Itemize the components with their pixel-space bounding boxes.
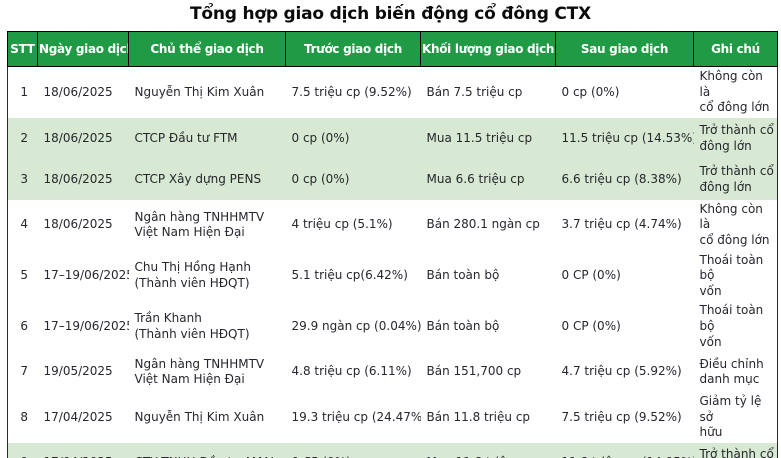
cell-sau-giao-dich: 4.7 triệu cp (5.92%)	[561, 364, 682, 379]
cell-sau-giao-dich: 0 CP (0%)	[561, 318, 621, 333]
cell-ngay-giao-dich: 18/06/2025	[43, 171, 113, 186]
cell-khoi-luong: Bán toàn bộ	[426, 318, 500, 333]
cell-khoi-luong: Mua 11.8 triệu cp	[421, 443, 556, 458]
cell-truoc-giao-dich: 4.8 triệu cp (6.11%)	[291, 364, 412, 379]
shareholder-transactions-table: STT Ngày giao dịch Chủ thể giao dịch Trư…	[7, 31, 778, 458]
table-row: 9 17/04/2025 CTY TNHH Đầu tư AMAI 0 CP (…	[7, 442, 778, 458]
cell-chu-the: CTCP Xây dựng PENS	[134, 171, 262, 186]
cell-truoc-giao-dich: 29.9 ngàn cp (0.04%)	[291, 318, 421, 333]
cell-ghi-chu: Thoái toàn bộ vốn	[699, 252, 764, 298]
cell-ngay-giao-dich: 17/04/2025	[38, 443, 129, 458]
cell-chu-the: CTY TNHH Đầu tư AMAI	[129, 443, 286, 458]
cell-ngay-giao-dich: 19/05/2025	[43, 364, 113, 379]
table-row: 4 18/06/2025 Ngân hàng TNHHMTV Việt Nam …	[8, 200, 778, 251]
cell-khoi-luong: Mua 11.5 triệu cp	[426, 130, 533, 145]
cell-stt: 7	[20, 364, 29, 379]
cell-ghi-chu: Giảm tỷ lệ sở hữu	[699, 394, 762, 440]
cell-ghi-chu: Không còn là cổ đông lớn	[699, 201, 770, 247]
cell-ghi-chu: Không còn là cổ đông lớn	[699, 69, 770, 115]
table-row: 7 19/05/2025 Ngân hàng TNHHMTV Việt Nam …	[8, 352, 778, 392]
header-khoi-luong: Khối lượng giao dịch	[420, 31, 556, 67]
cell-sau-giao-dich: 0 cp (0%)	[561, 84, 620, 99]
cell-stt: 3	[20, 171, 29, 186]
cell-khoi-luong: Bán 11.8 triệu cp	[426, 409, 531, 424]
cell-chu-the: Nguyễn Thị Kim Xuân	[134, 409, 265, 424]
cell-stt: 8	[20, 409, 29, 424]
cell-truoc-giao-dich: 4 triệu cp (5.1%)	[291, 217, 393, 232]
cell-ngay-giao-dich: 18/06/2025	[43, 217, 113, 232]
cell-khoi-luong: Mua 6.6 triệu cp	[426, 171, 525, 186]
table-row: 3 18/06/2025 CTCP Xây dựng PENS 0 cp (0%…	[7, 159, 778, 200]
cell-khoi-luong: Bán 7.5 triệu cp	[426, 84, 523, 99]
cell-ngay-giao-dich: 17/04/2025	[43, 409, 113, 424]
table-row: 6 17–19/06/2025 Trần Khanh (Thành viên H…	[8, 301, 778, 352]
cell-truoc-giao-dich: 0 cp (0%)	[291, 171, 350, 186]
cell-chu-the: Chu Thị Hồng Hạnh (Thành viên HĐQT)	[134, 260, 251, 290]
header-chu-the: Chủ thể giao dịch	[128, 31, 286, 67]
cell-ghi-chu: Điều chỉnh danh mục	[699, 356, 764, 387]
cell-chu-the: Nguyễn Thị Kim Xuân	[134, 84, 265, 99]
cell-sau-giao-dich: 3.7 triệu cp (4.74%)	[561, 217, 682, 232]
cell-stt: 2	[20, 130, 29, 145]
cell-truoc-giao-dich: 0 CP (0%)	[286, 443, 421, 458]
header-stt: STT	[7, 31, 38, 67]
cell-chu-the: CTCP Đầu tư FTM	[134, 130, 238, 145]
cell-chu-the: Ngân hàng TNHHMTV Việt Nam Hiện Đại	[134, 356, 265, 387]
cell-ngay-giao-dich: 17–19/06/2025	[43, 268, 129, 283]
cell-sau-giao-dich: 7.5 triệu cp (9.52%)	[561, 409, 682, 424]
cell-ngay-giao-dich: 17–19/06/2025	[43, 318, 129, 333]
cell-stt: 1	[20, 84, 29, 99]
header-truoc-giao-dich: Trước giao dịch	[285, 31, 421, 67]
cell-ngay-giao-dich: 18/06/2025	[43, 130, 113, 145]
cell-sau-giao-dich: 0 CP (0%)	[561, 268, 621, 283]
cell-truoc-giao-dich: 5.1 triệu cp(6.42%)	[291, 268, 408, 283]
cell-ngay-giao-dich: 18/06/2025	[43, 84, 113, 99]
page-title: Tổng hợp giao dịch biến động cổ đông CTX	[190, 4, 591, 24]
cell-sau-giao-dich: 6.6 triệu cp (8.38%)	[561, 171, 682, 186]
table-body: 1 18/06/2025 Nguyễn Thị Kim Xuân 7.5 tri…	[7, 67, 778, 458]
cell-truoc-giao-dich: 0 cp (0%)	[291, 130, 350, 145]
cell-ghi-chu: Trở thành cổ đông lớn	[699, 123, 774, 153]
cell-stt: 6	[20, 318, 29, 333]
table-row: 2 18/06/2025 CTCP Đầu tư FTM 0 cp (0%) M…	[7, 117, 778, 160]
cell-stt: 5	[20, 268, 29, 283]
cell-chu-the: Trần Khanh (Thành viên HĐQT)	[134, 311, 250, 341]
table-row: 1 18/06/2025 Nguyễn Thị Kim Xuân 7.5 tri…	[8, 67, 778, 118]
header-sau-giao-dich: Sau giao dịch	[555, 31, 694, 67]
cell-stt: 4	[20, 217, 29, 232]
cell-truoc-giao-dich: 7.5 triệu cp (9.52%)	[291, 84, 412, 99]
header-ghi-chu: Ghi chú	[693, 31, 778, 67]
table-row: 8 17/04/2025 Nguyễn Thị Kim Xuân 19.3 tr…	[8, 392, 778, 443]
cell-ghi-chu: Trở thành cổ đông lớn	[699, 164, 774, 194]
cell-ghi-chu: Thoái toàn bộ vốn	[699, 303, 764, 349]
table-header-row: STT Ngày giao dịch Chủ thể giao dịch Trư…	[7, 31, 778, 67]
cell-khoi-luong: Bán 151,700 cp	[426, 364, 522, 379]
header-ngay-giao-dich: Ngày giao dịch	[37, 31, 129, 67]
table-row: 5 17–19/06/2025 Chu Thị Hồng Hạnh (Thành…	[8, 251, 778, 302]
cell-sau-giao-dich: 11.8 triệu cp (14.95%)	[556, 443, 694, 458]
cell-stt: 9	[8, 443, 38, 458]
cell-khoi-luong: Bán 280.1 ngàn cp	[426, 217, 540, 232]
cell-chu-the: Ngân hàng TNHHMTV Việt Nam Hiện Đại	[134, 209, 265, 240]
cell-truoc-giao-dich: 19.3 triệu cp (24.47%)	[291, 409, 421, 424]
cell-khoi-luong: Bán toàn bộ	[426, 268, 500, 283]
cell-ghi-chu: Trở thành cổ đông lớn	[699, 447, 774, 458]
cell-sau-giao-dich: 11.5 triệu cp (14.53%)	[561, 130, 694, 145]
